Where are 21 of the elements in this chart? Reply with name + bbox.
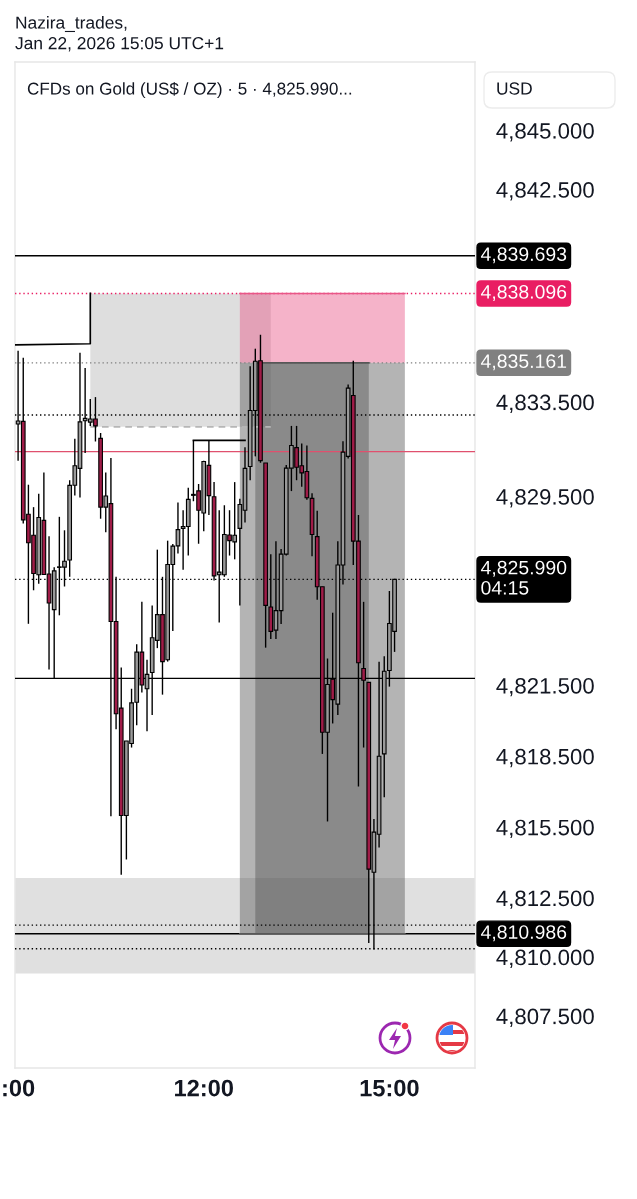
y-tick-label: 4,829.500 xyxy=(496,489,594,508)
ref-line-label: 4,838.096 xyxy=(480,284,567,302)
text: CFDs on Gold (US$ / OZ) · 5 · 4,825.990... xyxy=(27,81,352,99)
y-tick-label: 4,833.500 xyxy=(496,394,594,413)
x-tick-label: :00 xyxy=(3,1079,35,1097)
y-tick-label: 4,812.500 xyxy=(496,890,594,909)
y-tick-label: 4,845.000 xyxy=(496,123,594,142)
chart-title: Nazira_trades, Jan 22, 2026 15:05 UTC+1 xyxy=(15,16,224,52)
y-tick-label: 4,807.500 xyxy=(496,1008,594,1027)
y-tick-label: 4,821.500 xyxy=(496,677,594,697)
ref-line-label: 4,810.986 xyxy=(480,925,567,942)
x-tick-label: 12:00 xyxy=(175,1079,233,1097)
y-axis-title: USD xyxy=(497,82,532,95)
ref-line-label: 4,835.161 xyxy=(480,354,567,371)
ref-line-label: 4,839.693 xyxy=(480,247,567,264)
y-tick-label: 4,842.500 xyxy=(496,182,594,201)
y-tick-label: 4,818.500 xyxy=(496,748,594,768)
ref-line-label: 4,825.990 04:15 xyxy=(480,560,567,595)
y-tick-label: 4,815.500 xyxy=(496,819,594,839)
x-tick-label: 15:00 xyxy=(360,1079,419,1097)
y-tick-label: 4,810.000 xyxy=(496,949,594,968)
